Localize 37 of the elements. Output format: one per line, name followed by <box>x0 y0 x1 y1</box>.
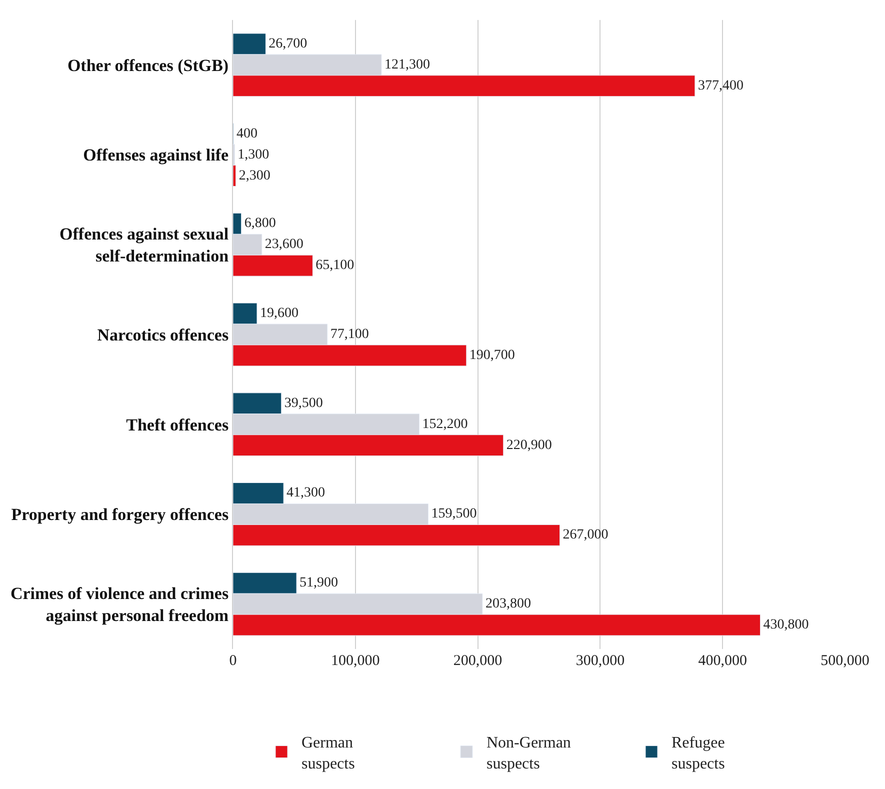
y-tick-label: Offenses against life <box>83 146 230 165</box>
data-label: 1,300 <box>238 147 270 162</box>
data-label: 6,800 <box>244 216 276 232</box>
data-label: 23,600 <box>264 237 304 252</box>
data-label: 19,600 <box>260 306 298 322</box>
y-tick-label: Property and forgery offences <box>11 505 229 524</box>
data-label: 267,000 <box>562 528 608 543</box>
legend-label: German suspects <box>302 734 355 772</box>
data-label: 220,900 <box>506 438 552 453</box>
data-label: 430,800 <box>763 618 809 633</box>
data-label: 39,500 <box>284 396 323 411</box>
legend-label: Refugee suspects <box>672 734 725 772</box>
data-label: 77,100 <box>330 327 369 342</box>
x-tick-label: 200,000 <box>453 653 502 669</box>
y-tick-label: Offences against sexual self-determination <box>60 224 230 266</box>
data-label: 65,100 <box>316 258 354 274</box>
data-label: 190,700 <box>469 348 515 363</box>
data-label: 159,500 <box>431 506 477 522</box>
y-tick-label: Theft offences <box>126 415 229 434</box>
x-tick-label: 100,000 <box>331 653 380 669</box>
data-label: 152,200 <box>422 416 468 432</box>
x-tick-label: 400,000 <box>698 653 747 669</box>
legend-label: Non-German suspects <box>486 734 571 772</box>
y-tick-label: Other offences (StGB) <box>67 56 229 75</box>
data-label: 2,300 <box>238 168 270 184</box>
data-label: 51,900 <box>300 576 338 591</box>
data-label: 121,300 <box>384 57 430 72</box>
y-tick-label: Narcotics offences <box>97 325 229 344</box>
data-label: 41,300 <box>286 486 326 501</box>
data-label: 377,400 <box>698 78 744 94</box>
x-tick-label: 300,000 <box>576 653 625 669</box>
y-tick-label: Crimes of violence and crimes against personal freedom <box>10 584 229 626</box>
data-label: 26,700 <box>268 36 308 52</box>
data-label: 400 <box>236 126 258 142</box>
x-tick-label: 500,000 <box>820 653 870 669</box>
x-tick-label: 0 <box>229 653 237 669</box>
data-label: 203,800 <box>485 596 531 612</box>
